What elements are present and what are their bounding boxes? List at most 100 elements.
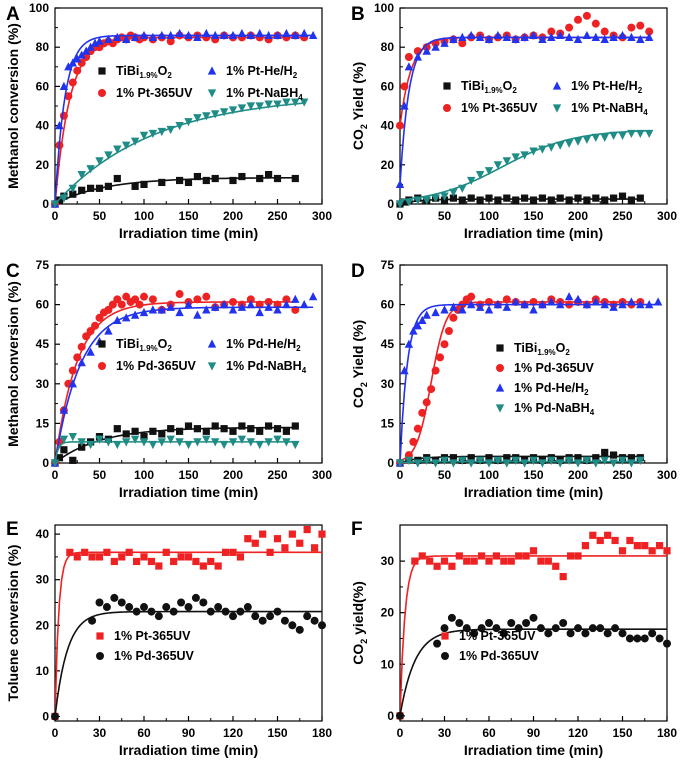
data-point — [104, 326, 113, 335]
data-point — [618, 30, 627, 40]
data-point — [229, 612, 237, 621]
legend-subscript: 2 — [565, 348, 570, 357]
fit-curve — [400, 129, 650, 201]
data-point — [404, 198, 414, 207]
data-point — [199, 562, 207, 570]
legend-label: 1% Pd-He/H2 — [226, 337, 301, 353]
data-point — [604, 531, 612, 539]
y-tick-label: 10 — [36, 664, 50, 678]
data-point — [574, 454, 582, 462]
data-point — [477, 552, 486, 560]
data-point — [645, 300, 654, 309]
data-point — [91, 321, 100, 330]
data-point — [440, 192, 449, 201]
data-point — [431, 194, 440, 203]
data-point — [73, 66, 82, 75]
data-point — [600, 34, 609, 43]
data-point — [485, 194, 493, 202]
data-point — [520, 32, 529, 41]
data-point — [176, 176, 184, 185]
data-point — [140, 292, 148, 301]
data-point — [609, 32, 618, 41]
data-point — [591, 459, 600, 468]
data-point — [400, 82, 409, 91]
data-point — [202, 305, 211, 314]
data-point — [609, 302, 618, 311]
data-point — [237, 302, 247, 311]
data-point — [440, 456, 449, 465]
data-point — [573, 459, 583, 468]
data-point — [522, 552, 530, 560]
data-point — [404, 339, 414, 348]
data-point — [95, 598, 104, 607]
data-point — [251, 539, 259, 547]
data-point — [544, 629, 553, 638]
data-point — [140, 180, 148, 188]
data-point — [281, 544, 289, 552]
data-point — [229, 548, 237, 556]
y-label-subscript: 2 — [359, 382, 369, 387]
y-label-text: Yield (%) — [350, 62, 366, 124]
data-point — [219, 300, 229, 309]
data-point — [255, 440, 264, 450]
panel-d: D 0 50 100 150 200 250 300 0 15 30 45 60 75 Irradiatio… — [350, 258, 677, 500]
data-point — [251, 612, 260, 621]
data-point — [458, 39, 467, 48]
data-point — [148, 129, 158, 139]
y-label-text: CO — [350, 129, 366, 150]
data-point — [618, 300, 627, 309]
data-point — [157, 127, 166, 137]
x-tick-label: 150 — [523, 209, 543, 223]
data-point — [88, 553, 96, 561]
data-point — [193, 172, 201, 181]
y-label-subscript: 2 — [359, 124, 369, 129]
data-point — [455, 619, 464, 627]
y-tick-label: 80 — [36, 40, 50, 54]
data-point — [282, 98, 291, 107]
data-point — [400, 366, 409, 375]
y-tick-label: 60 — [381, 298, 395, 312]
x-tick-label: 250 — [612, 468, 632, 482]
data-point — [221, 548, 230, 556]
legend-text: TiBi — [116, 64, 139, 78]
y-tick-label: 45 — [36, 337, 50, 351]
data-point — [113, 425, 121, 433]
data-point — [529, 613, 538, 622]
data-point — [59, 405, 69, 414]
data-point — [611, 624, 620, 633]
x-tick-label: 100 — [134, 468, 154, 482]
data-point — [444, 327, 453, 335]
data-point — [122, 141, 131, 150]
legend-text: 1% Pt-He/H — [226, 64, 293, 78]
data-point — [449, 459, 458, 468]
data-point — [95, 36, 104, 45]
data-point — [618, 629, 627, 638]
legend-label: TiBi1.9%O2 — [514, 341, 570, 357]
data-point — [256, 174, 264, 183]
legend-marker — [98, 67, 106, 75]
data-point — [404, 53, 413, 61]
data-point — [86, 165, 95, 174]
data-point — [273, 425, 282, 433]
legend-label: 1% Pt-He/H2 — [571, 79, 643, 95]
data-point — [310, 616, 319, 625]
y-tick-label: 75 — [381, 258, 395, 272]
data-point — [511, 153, 520, 162]
data-point — [529, 30, 538, 40]
legend-label: 1% Pt-365UV — [459, 629, 536, 643]
data-point — [255, 28, 264, 38]
y-tick-label: 20 — [36, 158, 50, 172]
data-point — [663, 547, 671, 555]
data-point — [411, 557, 419, 565]
data-point — [86, 347, 95, 356]
legend-subscript: 1.9% — [139, 344, 157, 353]
data-point — [273, 174, 282, 183]
data-point — [627, 23, 636, 32]
data-point — [512, 196, 520, 204]
data-point — [529, 456, 538, 465]
data-point — [303, 525, 311, 534]
data-point — [600, 27, 609, 36]
data-point — [475, 456, 485, 465]
data-point — [125, 548, 133, 556]
data-point — [467, 194, 475, 202]
